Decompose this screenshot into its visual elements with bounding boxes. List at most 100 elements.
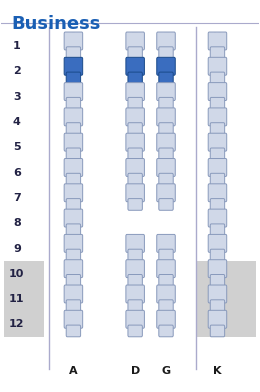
FancyBboxPatch shape	[128, 249, 142, 261]
FancyBboxPatch shape	[66, 300, 81, 312]
FancyBboxPatch shape	[157, 184, 175, 202]
FancyBboxPatch shape	[66, 249, 81, 261]
FancyBboxPatch shape	[210, 97, 225, 109]
FancyBboxPatch shape	[64, 285, 83, 303]
Text: 5: 5	[13, 142, 21, 152]
FancyBboxPatch shape	[128, 97, 142, 109]
Text: 3: 3	[13, 92, 21, 102]
Text: 12: 12	[9, 319, 25, 329]
FancyBboxPatch shape	[159, 249, 173, 261]
FancyBboxPatch shape	[64, 57, 83, 75]
Text: 7: 7	[13, 193, 21, 203]
Text: 10: 10	[9, 269, 24, 279]
FancyBboxPatch shape	[159, 325, 173, 337]
FancyBboxPatch shape	[210, 224, 225, 236]
FancyBboxPatch shape	[126, 57, 144, 75]
FancyBboxPatch shape	[128, 199, 142, 210]
FancyBboxPatch shape	[210, 300, 225, 312]
FancyBboxPatch shape	[66, 97, 81, 109]
FancyBboxPatch shape	[210, 199, 225, 210]
FancyBboxPatch shape	[64, 234, 83, 252]
FancyBboxPatch shape	[208, 57, 227, 75]
FancyBboxPatch shape	[64, 310, 83, 328]
FancyBboxPatch shape	[126, 32, 144, 50]
FancyBboxPatch shape	[159, 300, 173, 312]
FancyBboxPatch shape	[208, 184, 227, 202]
FancyBboxPatch shape	[210, 47, 225, 58]
Text: 8: 8	[13, 218, 21, 228]
FancyBboxPatch shape	[208, 133, 227, 151]
FancyBboxPatch shape	[159, 123, 173, 134]
Text: D: D	[131, 366, 140, 376]
FancyBboxPatch shape	[128, 123, 142, 134]
FancyBboxPatch shape	[66, 123, 81, 134]
FancyBboxPatch shape	[208, 158, 227, 176]
Text: G: G	[161, 366, 171, 376]
Text: 11: 11	[9, 294, 25, 304]
FancyBboxPatch shape	[126, 108, 144, 126]
FancyBboxPatch shape	[66, 274, 81, 286]
FancyBboxPatch shape	[208, 108, 227, 126]
FancyBboxPatch shape	[208, 310, 227, 328]
FancyBboxPatch shape	[66, 325, 81, 337]
FancyBboxPatch shape	[126, 234, 144, 252]
FancyBboxPatch shape	[210, 72, 225, 84]
FancyBboxPatch shape	[208, 209, 227, 227]
FancyBboxPatch shape	[128, 148, 142, 160]
FancyBboxPatch shape	[126, 260, 144, 278]
FancyBboxPatch shape	[66, 199, 81, 210]
FancyBboxPatch shape	[64, 108, 83, 126]
FancyBboxPatch shape	[66, 47, 81, 58]
FancyBboxPatch shape	[157, 57, 175, 75]
FancyBboxPatch shape	[210, 173, 225, 185]
Text: A: A	[69, 366, 78, 376]
FancyBboxPatch shape	[210, 123, 225, 134]
FancyBboxPatch shape	[66, 224, 81, 236]
Text: 4: 4	[13, 117, 21, 127]
Text: G: G	[161, 32, 171, 42]
FancyBboxPatch shape	[210, 249, 225, 261]
FancyBboxPatch shape	[208, 260, 227, 278]
FancyBboxPatch shape	[64, 260, 83, 278]
Text: 1: 1	[13, 41, 21, 51]
FancyBboxPatch shape	[208, 83, 227, 100]
FancyBboxPatch shape	[210, 325, 225, 337]
FancyBboxPatch shape	[64, 133, 83, 151]
Text: A: A	[69, 32, 78, 42]
FancyBboxPatch shape	[126, 83, 144, 100]
FancyBboxPatch shape	[126, 133, 144, 151]
FancyBboxPatch shape	[64, 83, 83, 100]
FancyBboxPatch shape	[126, 184, 144, 202]
Text: 6: 6	[13, 168, 21, 178]
FancyBboxPatch shape	[66, 148, 81, 160]
FancyBboxPatch shape	[128, 47, 142, 58]
FancyBboxPatch shape	[157, 285, 175, 303]
FancyBboxPatch shape	[157, 234, 175, 252]
Text: K: K	[213, 366, 222, 376]
Text: 9: 9	[13, 243, 21, 254]
FancyBboxPatch shape	[157, 32, 175, 50]
FancyBboxPatch shape	[128, 325, 142, 337]
FancyBboxPatch shape	[64, 32, 83, 50]
FancyBboxPatch shape	[128, 300, 142, 312]
FancyBboxPatch shape	[159, 97, 173, 109]
FancyBboxPatch shape	[159, 47, 173, 58]
FancyBboxPatch shape	[157, 108, 175, 126]
Text: Business: Business	[12, 15, 101, 33]
FancyBboxPatch shape	[66, 173, 81, 185]
FancyBboxPatch shape	[4, 261, 44, 337]
FancyBboxPatch shape	[196, 261, 256, 337]
FancyBboxPatch shape	[128, 173, 142, 185]
FancyBboxPatch shape	[210, 148, 225, 160]
FancyBboxPatch shape	[159, 148, 173, 160]
FancyBboxPatch shape	[159, 72, 173, 84]
FancyBboxPatch shape	[157, 260, 175, 278]
FancyBboxPatch shape	[159, 173, 173, 185]
FancyBboxPatch shape	[64, 209, 83, 227]
FancyBboxPatch shape	[159, 274, 173, 286]
FancyBboxPatch shape	[208, 285, 227, 303]
FancyBboxPatch shape	[128, 72, 142, 84]
FancyBboxPatch shape	[126, 158, 144, 176]
FancyBboxPatch shape	[126, 310, 144, 328]
FancyBboxPatch shape	[128, 274, 142, 286]
